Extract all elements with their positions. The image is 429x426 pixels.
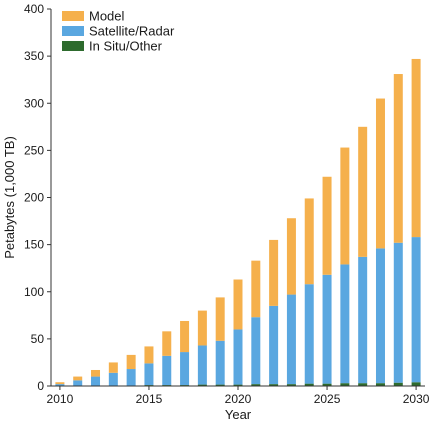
y-tick-label-100: 100	[24, 285, 44, 299]
bar-in-situ-other-2027	[358, 383, 368, 386]
x-tick-label-2015: 2015	[136, 392, 163, 406]
bar-satellite-radar-2014	[126, 369, 136, 386]
bar-model-2019	[215, 297, 225, 341]
bar-model-2011	[73, 376, 83, 381]
bar-in-situ-other-2023	[286, 384, 296, 386]
bar-in-situ-other-2022	[269, 384, 279, 386]
x-tick-label-2010: 2010	[47, 392, 74, 406]
bar-in-situ-other-2026	[340, 383, 350, 386]
x-axis-title: Year	[225, 407, 252, 422]
bar-in-situ-other-2020	[233, 384, 243, 386]
y-tick-label-250: 250	[24, 143, 44, 157]
y-tick-label-350: 350	[24, 49, 44, 63]
legend-swatch-in-situ-other	[62, 41, 84, 51]
bar-model-2010	[55, 382, 65, 385]
legend-label-satellite-radar: Satellite/Radar	[89, 24, 175, 39]
bar-satellite-radar-2012	[91, 376, 101, 386]
bar-in-situ-other-2019	[215, 384, 225, 386]
bar-satellite-radar-2011	[73, 380, 83, 386]
y-axis-title: Petabytes (1,000 TB)	[2, 136, 17, 259]
legend-swatch-satellite-radar	[62, 26, 84, 36]
bar-model-2026	[340, 147, 350, 265]
x-tick-label-2020: 2020	[225, 392, 252, 406]
bar-satellite-radar-2018	[197, 345, 207, 385]
bars-group	[55, 58, 421, 386]
bar-model-2013	[108, 362, 118, 373]
bar-satellite-radar-2029	[393, 242, 403, 383]
legend-label-model: Model	[89, 9, 125, 24]
x-ticks: 2010 2015 2020 2025 2030	[47, 386, 429, 406]
y-tick-label-300: 300	[24, 96, 44, 110]
bar-model-2028	[375, 98, 385, 249]
bar-satellite-radar-2021	[251, 317, 261, 385]
bar-in-situ-other-2025	[322, 383, 332, 386]
bar-satellite-radar-2017	[180, 352, 190, 386]
legend-label-in-situ-other: In Situ/Other	[89, 39, 163, 54]
bar-model-2022	[269, 239, 279, 306]
bar-satellite-radar-2030	[411, 237, 421, 383]
bar-satellite-radar-2013	[108, 372, 118, 386]
bar-in-situ-other-2024	[304, 383, 314, 386]
y-tick-label-400: 400	[24, 2, 44, 16]
bar-model-2018	[197, 310, 207, 346]
bar-model-2020	[233, 279, 243, 330]
bar-satellite-radar-2020	[233, 329, 243, 385]
bar-model-2029	[393, 74, 403, 243]
y-ticks: 0 50 100 150 200 250 300 350 400	[24, 2, 51, 393]
bar-in-situ-other-2021	[251, 384, 261, 386]
bar-satellite-radar-2019	[215, 340, 225, 385]
bar-in-situ-other-2030	[411, 382, 421, 386]
bar-model-2023	[286, 218, 296, 295]
bar-satellite-radar-2024	[304, 284, 314, 384]
bar-model-2024	[304, 198, 314, 285]
bar-model-2016	[162, 331, 172, 356]
bar-model-2030	[411, 58, 421, 238]
bar-model-2014	[126, 354, 136, 370]
bar-satellite-radar-2023	[286, 294, 296, 385]
x-tick-label-2025: 2025	[314, 392, 341, 406]
bar-satellite-radar-2010	[55, 384, 65, 386]
bar-satellite-radar-2016	[162, 355, 172, 386]
legend-swatch-model	[62, 11, 84, 21]
bar-satellite-radar-2015	[144, 363, 154, 386]
bar-satellite-radar-2028	[375, 248, 385, 384]
bar-in-situ-other-2028	[375, 383, 385, 386]
bar-satellite-radar-2027	[358, 256, 368, 384]
bar-in-situ-other-2018	[197, 384, 207, 386]
bar-model-2021	[251, 260, 261, 318]
bar-satellite-radar-2025	[322, 274, 332, 384]
y-tick-label-50: 50	[31, 332, 45, 346]
bar-satellite-radar-2026	[340, 264, 350, 384]
bar-model-2025	[322, 176, 332, 275]
x-tick-label-2030: 2030	[403, 392, 429, 406]
bar-model-2012	[91, 369, 101, 377]
bar-satellite-radar-2022	[269, 305, 279, 385]
bar-model-2027	[358, 126, 368, 257]
bar-model-2017	[180, 320, 190, 353]
y-tick-label-150: 150	[24, 238, 44, 252]
bar-model-2015	[144, 346, 154, 364]
bar-in-situ-other-2029	[393, 382, 403, 386]
y-tick-label-0: 0	[37, 379, 44, 393]
y-tick-label-200: 200	[24, 191, 44, 205]
